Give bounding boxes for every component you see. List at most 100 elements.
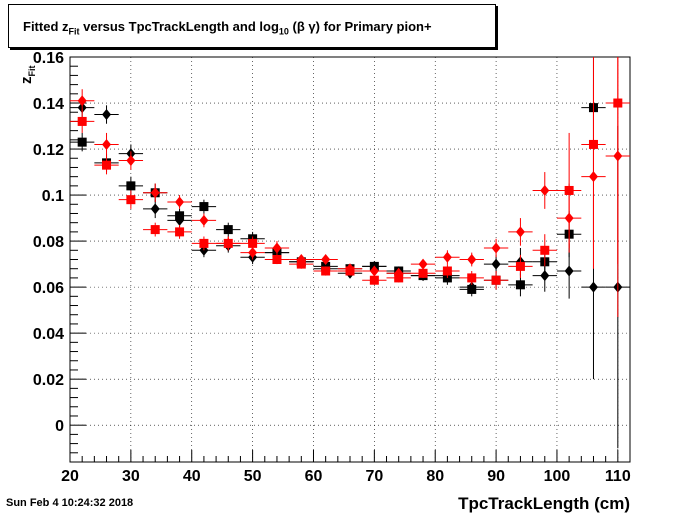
data-point [70,89,95,113]
data-point [94,105,119,124]
diamond-marker [150,203,160,215]
data-point [362,275,387,285]
y-tick-label: 0.06 [33,280,64,297]
diamond-marker [540,184,550,196]
title-box: Fitted zFit versus TpcTrackLength and lo… [8,4,496,48]
chart-title: Fitted zFit versus TpcTrackLength and lo… [23,19,432,37]
data-point [143,183,168,202]
data-point [240,236,265,251]
data-point [410,268,436,278]
x-tick-label: 50 [244,468,262,485]
data-point [143,222,168,237]
square-marker [175,211,185,221]
data-point [532,172,557,209]
diamond-marker [272,242,282,254]
diamond-marker [467,254,477,265]
data-point [386,273,411,283]
data-point [313,254,338,265]
square-marker [199,202,209,212]
square-marker [515,261,525,271]
data-point [313,266,338,276]
diamond-marker [515,226,525,238]
data-point [167,195,192,209]
square-marker [369,275,379,285]
square-marker [102,160,112,170]
square-marker [345,266,355,276]
diamond-marker [321,254,331,265]
diamond-marker [126,155,136,167]
square-marker [175,227,185,237]
square-marker [223,225,233,235]
diamond-marker [175,196,185,208]
x-tick-label: 110 [605,468,631,485]
y-tick-label: 0.04 [33,326,64,343]
data-point [605,57,630,265]
data-point [94,132,119,156]
data-point [118,190,144,209]
diamond-marker [248,247,258,259]
data-point [191,236,217,251]
y-tick-label: 0 [55,418,64,435]
x-tick-label: 90 [487,468,505,485]
y-tick-label: 0.16 [33,50,64,67]
diamond-marker [102,138,112,150]
timestamp: Sun Feb 4 10:24:32 2018 [6,497,134,509]
x-tick-label: 20 [61,468,79,485]
data-point [362,265,387,277]
data-point [459,252,484,267]
y-tick-label: 0.1 [42,188,64,205]
square-marker [467,284,477,294]
data-point [410,258,436,270]
x-tick-label: 80 [426,468,444,485]
data-point [167,224,192,239]
square-marker [418,268,428,278]
diamond-marker [418,258,428,270]
data-point [483,238,509,258]
data-point [508,254,533,278]
square-marker [272,255,282,264]
square-marker [394,273,404,283]
square-marker [199,238,209,248]
data-point [216,236,241,251]
x-axis-title: TpcTrackLength (cm) [458,494,630,513]
diamond-marker [491,242,501,254]
x-tick-label: 60 [305,468,323,485]
data-point [556,132,582,248]
square-marker [442,266,452,276]
data-point [289,259,314,269]
x-tick-label: 70 [365,468,383,485]
data-point [167,208,192,223]
data-point [191,199,217,214]
square-marker [126,181,136,191]
square-marker [321,266,331,276]
data-marks [70,57,630,449]
square-marker [77,116,87,126]
data-point [216,222,241,237]
square-marker [150,225,160,235]
square-marker [588,139,598,149]
data-point [191,213,217,228]
x-tick-label: 40 [183,468,201,485]
diamond-marker [588,281,598,293]
data-point [337,266,363,276]
square-marker [77,137,87,147]
axes: 20 30 40 50 60 70 80 90 100 110 0 0.02 0.04 0.06 0.08 0… [33,50,631,485]
data-point [118,151,144,170]
square-marker [296,259,306,269]
square-marker [564,185,574,195]
square-marker [613,98,623,108]
diamond-marker [199,214,209,226]
square-marker [515,280,525,290]
data-point [70,132,95,152]
x-tick-label: 30 [122,468,140,485]
data-point [459,271,484,285]
y-axis-title: zFit [18,65,37,85]
diamond-marker [491,258,501,270]
diamond-marker [369,265,379,277]
square-marker [491,275,501,285]
data-point [94,155,119,175]
data-point [532,234,557,267]
x-tick-label: 100 [544,468,571,485]
diamond-marker [150,187,160,199]
